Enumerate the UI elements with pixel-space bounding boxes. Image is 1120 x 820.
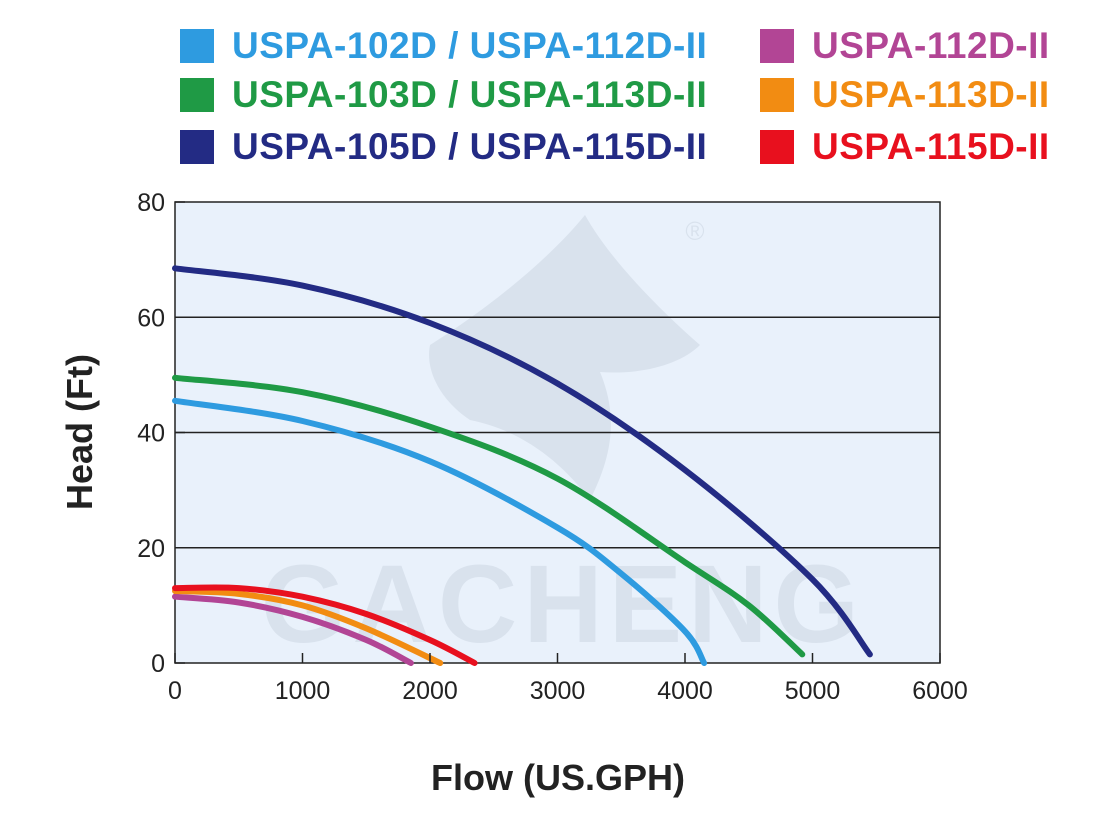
legend-swatch <box>180 29 214 63</box>
series-line-1 <box>172 374 806 658</box>
x-tick-label: 5000 <box>785 677 841 705</box>
watermark-logo: ® GACHENG <box>261 215 865 666</box>
legend-item-uspa-102d-112d: USPA-102D / USPA-112D-II <box>180 24 707 68</box>
x-tick-label: 1000 <box>275 677 331 705</box>
series-line-3 <box>172 593 414 666</box>
x-tick-label: 6000 <box>912 677 968 705</box>
y-tick-label: 80 <box>137 189 165 217</box>
y-tick-label: 20 <box>137 535 165 563</box>
series-line-0 <box>172 397 708 666</box>
y-tick-label: 60 <box>137 304 165 332</box>
legend-item-uspa-103d-113d: USPA-103D / USPA-113D-II <box>180 73 707 117</box>
legend-label: USPA-103D / USPA-113D-II <box>232 74 708 115</box>
series-line-5 <box>172 584 478 666</box>
watermark-fish-icon <box>429 215 700 500</box>
x-tick-label: 4000 <box>657 677 713 705</box>
legend-label: USPA-102D / USPA-112D-II <box>232 25 708 66</box>
watermark-registered-mark: ® <box>685 216 704 246</box>
legend-swatch <box>760 130 794 164</box>
series-line-4 <box>172 588 444 666</box>
legend: USPA-102D / USPA-112D-II USPA-112D-II US… <box>0 0 1120 180</box>
grid <box>175 316 940 549</box>
legend-item-uspa-112d: USPA-112D-II <box>760 24 1050 68</box>
x-tick-label: 0 <box>168 677 182 705</box>
axis-layer: 0 1000 2000 3000 4000 5000 6000 0 20 40 60 80 <box>137 189 968 705</box>
legend-item-uspa-113d: USPA-113D-II <box>760 73 1050 117</box>
x-axis-label: Flow (US.GPH) <box>431 757 685 798</box>
legend-label: USPA-105D / USPA-115D-II <box>232 126 708 167</box>
series-layer <box>172 265 873 666</box>
legend-swatch <box>180 130 214 164</box>
watermark-text: GACHENG <box>261 543 865 666</box>
series-line-2 <box>172 265 873 658</box>
legend-label: USPA-112D-II <box>812 25 1050 66</box>
y-tick-label: 40 <box>137 420 165 448</box>
y-tick-label: 0 <box>151 650 165 678</box>
y-axis-label: Head (Ft) <box>59 354 100 510</box>
legend-item-uspa-115d: USPA-115D-II <box>760 125 1050 169</box>
legend-swatch <box>760 29 794 63</box>
legend-label: USPA-115D-II <box>812 126 1050 167</box>
x-tick-label: 2000 <box>402 677 458 705</box>
x-tick-label: 3000 <box>530 677 586 705</box>
legend-label: USPA-113D-II <box>812 74 1050 115</box>
legend-item-uspa-105d-115d: USPA-105D / USPA-115D-II <box>180 125 707 169</box>
legend-swatch <box>760 78 794 112</box>
legend-swatch <box>180 78 214 112</box>
